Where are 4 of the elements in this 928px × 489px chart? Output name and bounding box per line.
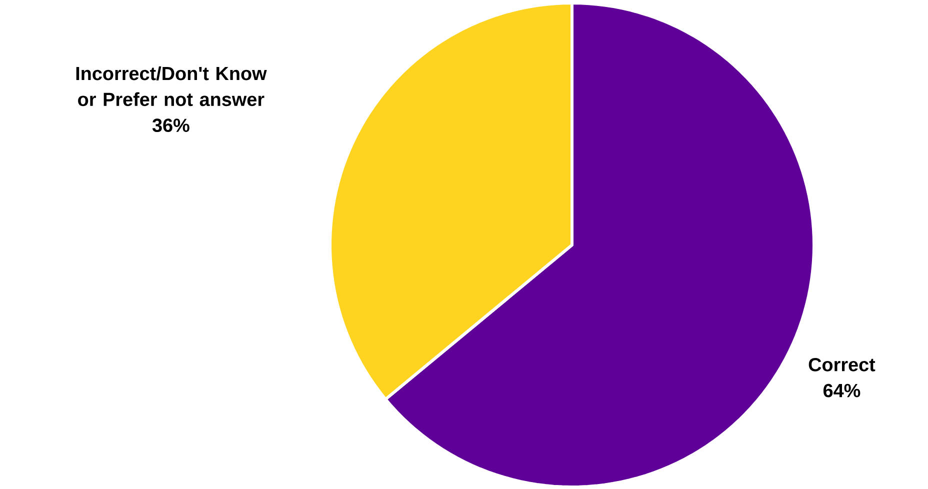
data-label: 36% [152,118,190,132]
slice-label: Incorrect/Don't Know or Prefer not answer [76,66,267,106]
data-label: 64% [823,384,860,398]
slice-label: Correct [808,358,876,372]
